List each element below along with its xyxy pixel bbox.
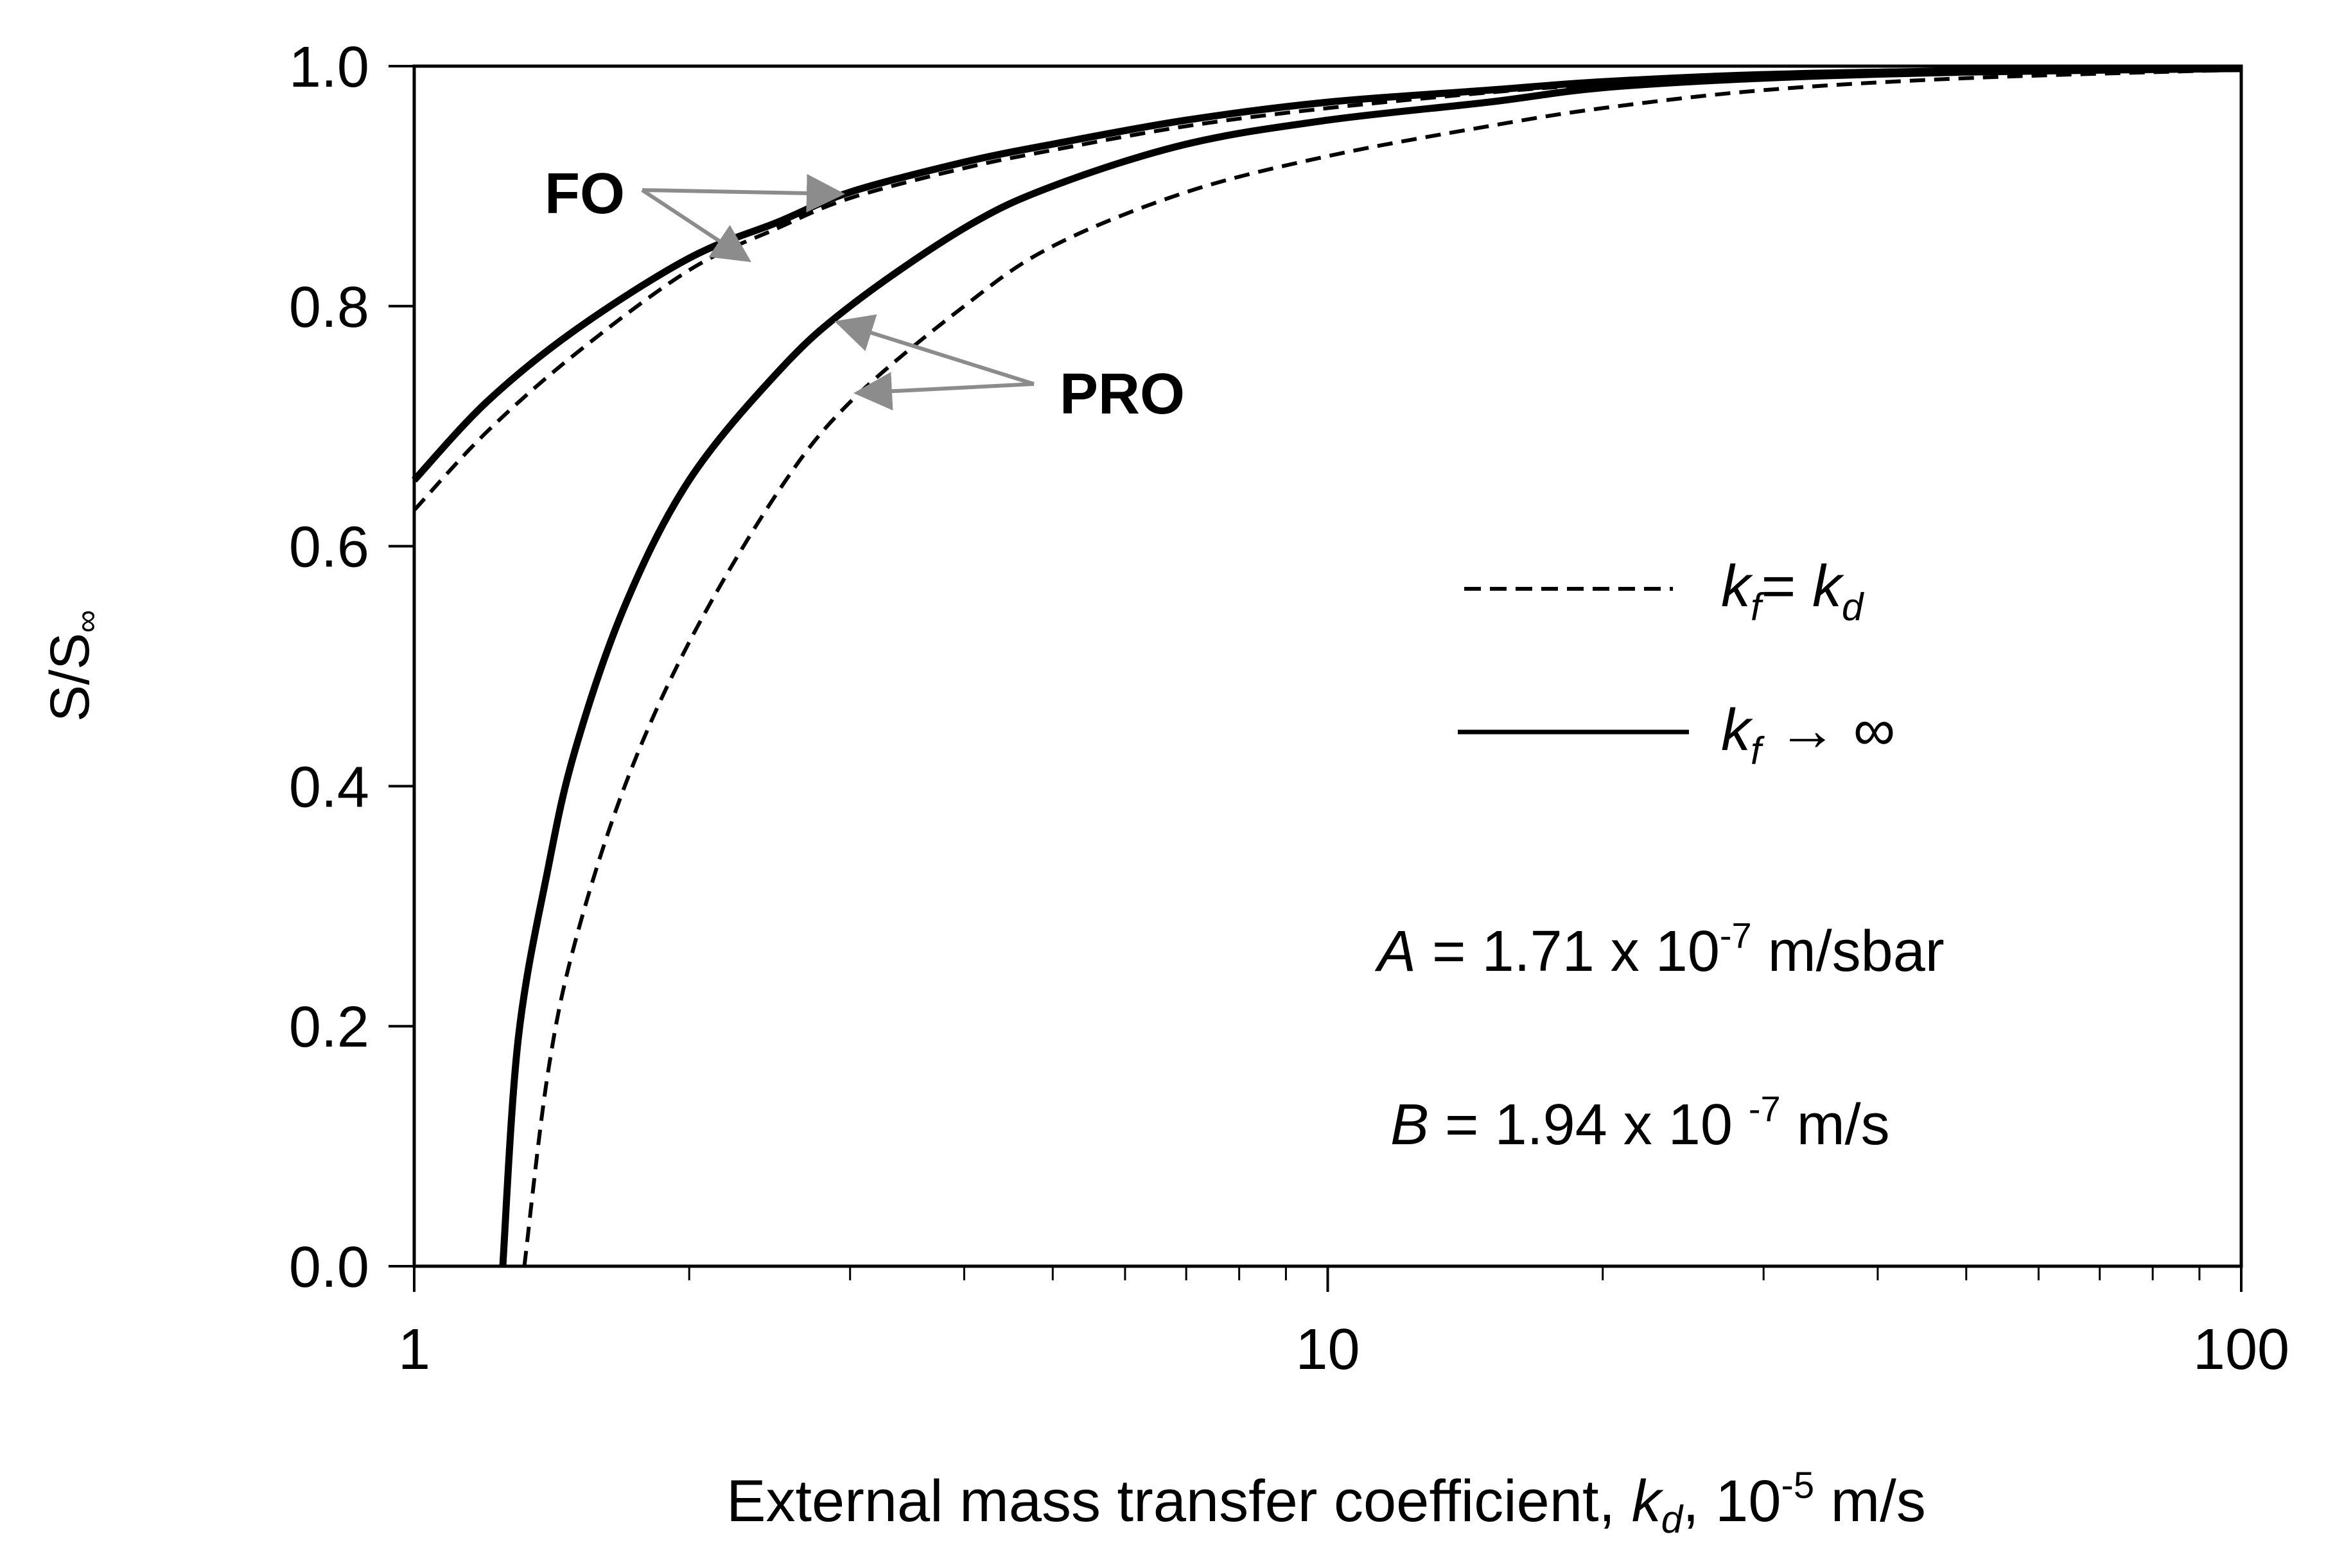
tick-labels: 0.0 0.2 0.4 0.6 0.8 1.0 1 10 100 [289, 35, 2289, 1382]
y-tick-label-3: 0.6 [289, 516, 369, 580]
legend-dashed-label: kf= kd [1721, 553, 1864, 629]
y-tick-label-5: 1.0 [289, 35, 369, 100]
param-a-post: m/sbar [1752, 919, 1945, 984]
x-axis-label-unit-pre: , 10 [1683, 1468, 1781, 1534]
y-tick-label-1: 0.2 [289, 995, 369, 1059]
annotation-pro-arrow-upper [834, 314, 1035, 386]
legend: kf= kd kf → ∞ [1458, 553, 1895, 772]
param-a-exp: -7 [1720, 915, 1752, 955]
x-axis-label: External mass transfer coefficient, kd, … [726, 1465, 1926, 1541]
param-b-pre: = 1.94 x 10 [1429, 1093, 1749, 1157]
param-a-var: A [1374, 919, 1416, 984]
y-tick-label-4: 0.8 [289, 275, 369, 340]
x-tick-label-1: 10 [1295, 1318, 1360, 1382]
legend-solid-sub: f [1751, 729, 1765, 772]
axis-ticks [389, 65, 2243, 1292]
param-b-exp: -7 [1749, 1088, 1781, 1129]
legend-solid-label: kf → ∞ [1721, 697, 1895, 772]
y-tick-label-2: 0.4 [289, 755, 369, 819]
x-tick-label-0: 1 [398, 1318, 430, 1382]
annotation-param-b: B = 1.94 x 10 -7 m/s [1390, 1088, 1890, 1157]
param-b-var: B [1390, 1093, 1429, 1157]
annotation-fo-arrow-upper [642, 173, 845, 213]
x-axis-label-var-sub: d [1661, 1498, 1684, 1541]
param-b-post: m/s [1781, 1093, 1890, 1157]
y-axis-label-main: S/S [39, 633, 101, 722]
series-pro-solid-line [499, 65, 2242, 1267]
y-axis-label: S/S∞ [39, 610, 105, 722]
legend-solid-mid: → ∞ [1762, 697, 1896, 763]
x-axis-label-main: External mass transfer coefficient, [726, 1468, 1615, 1534]
data-series [411, 65, 2242, 1267]
annotation-fo-label: FO [545, 162, 625, 226]
annotation-pro-label: PRO [1060, 362, 1185, 426]
annotation-fo: FO [545, 162, 845, 263]
legend-dashed-sub2: d [1842, 586, 1864, 629]
series-fo-dashed-line [412, 66, 2242, 512]
annotation-pro-arrow-lower [853, 372, 1035, 411]
plot-frame [412, 64, 2243, 1268]
series-pro-dashed-line [522, 67, 2242, 1267]
series-fo-solid-line [411, 65, 2242, 483]
legend-dashed-var: k [1721, 553, 1753, 619]
x-axis-label-var: k [1632, 1468, 1664, 1534]
x-tick-label-2: 100 [2193, 1318, 2289, 1382]
y-tick-label-0: 0.0 [289, 1235, 369, 1300]
x-axis-label-unit-post: m/s [1814, 1468, 1926, 1534]
legend-dashed-var2: k [1812, 553, 1844, 619]
y-axis-label-sub: ∞ [69, 610, 105, 633]
annotation-pro: PRO [834, 314, 1185, 426]
param-a-pre: = 1.71 x 10 [1416, 919, 1720, 984]
legend-dashed-sub: f [1751, 586, 1765, 629]
x-axis-label-unit-exp: -5 [1781, 1465, 1815, 1506]
legend-dashed-mid: = [1762, 553, 1812, 619]
annotation-fo-arrow-lower [641, 188, 752, 263]
legend-solid-var: k [1721, 697, 1753, 763]
x-axis-label-space [1615, 1468, 1632, 1534]
annotation-param-a: A = 1.71 x 10-7 m/sbar [1374, 915, 1945, 984]
